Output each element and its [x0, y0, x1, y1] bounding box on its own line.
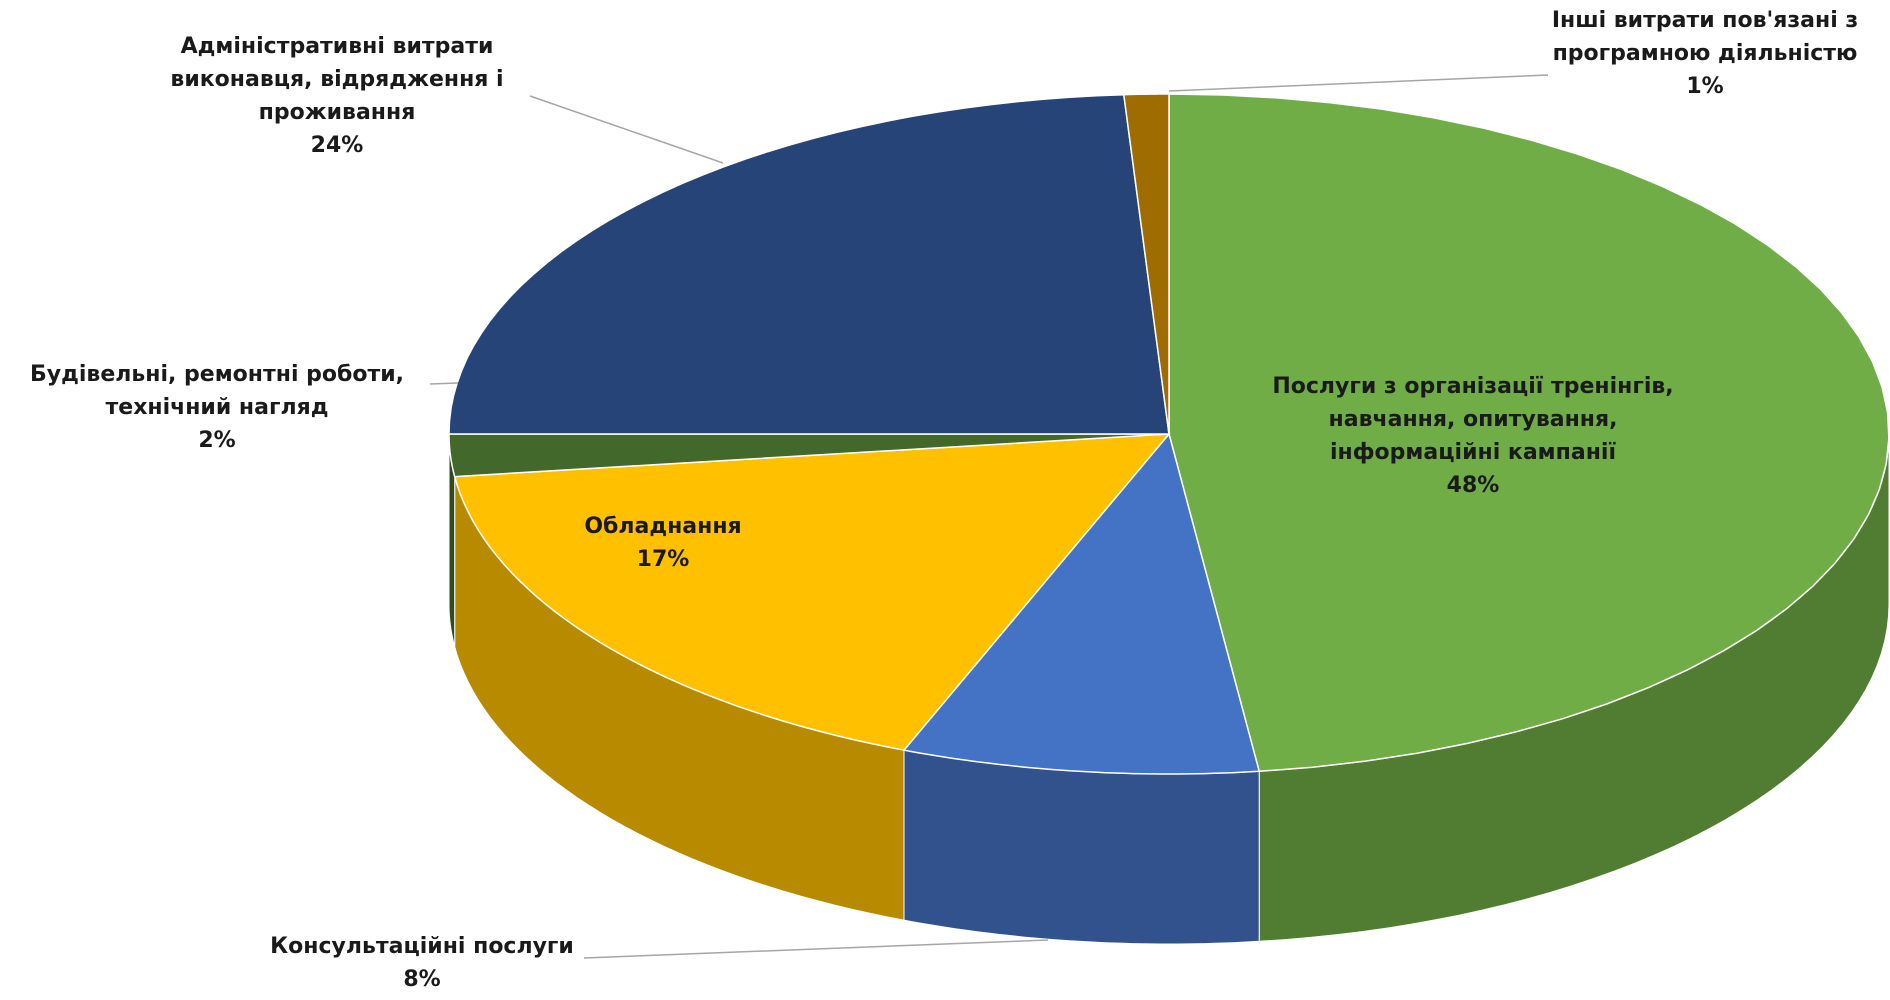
- leader-line: [583, 939, 1049, 959]
- value-label: 48%: [1446, 473, 1500, 498]
- pie-slice: [448, 93, 1170, 435]
- leader-line: [429, 382, 459, 385]
- pie-side: [903, 749, 1260, 945]
- category-name: Послуги з організації тренінгів, навчанн…: [1272, 374, 1674, 465]
- pie-slice: [1168, 93, 1890, 773]
- value-label: 17%: [636, 547, 690, 572]
- category-name: Консультаційні послуги: [270, 934, 574, 959]
- category-name: Будівельні, ремонтні роботи, технічний н…: [29, 362, 405, 420]
- slice-label: Обладнання 17%: [513, 510, 813, 576]
- pie-slice: [448, 433, 1170, 478]
- slice-label: Адміністративні витрати виконавця, відря…: [122, 30, 552, 162]
- pie-slice: [902, 432, 1261, 775]
- pie-slice: [453, 433, 1171, 751]
- pie-slice: [1122, 93, 1170, 435]
- value-label: 24%: [310, 133, 364, 158]
- value-label: 2%: [198, 428, 236, 453]
- leader-line: [1168, 74, 1549, 92]
- slice-label: Інші витрати пов'язані з програмною діял…: [1520, 4, 1890, 103]
- leader-line: [529, 95, 724, 164]
- slice-label: Будівельні, ремонтні роботи, технічний н…: [2, 358, 432, 457]
- value-label: 1%: [1686, 74, 1724, 99]
- category-name: Обладнання: [584, 514, 742, 539]
- slice-label: Консультаційні послуги 8%: [222, 930, 622, 996]
- value-label: 8%: [403, 967, 441, 992]
- category-name: Адміністративні витрати виконавця, відря…: [170, 34, 504, 125]
- category-name: Інші витрати пов'язані з програмною діял…: [1551, 8, 1859, 66]
- slice-label: Послуги з організації тренінгів, навчанн…: [1263, 370, 1683, 502]
